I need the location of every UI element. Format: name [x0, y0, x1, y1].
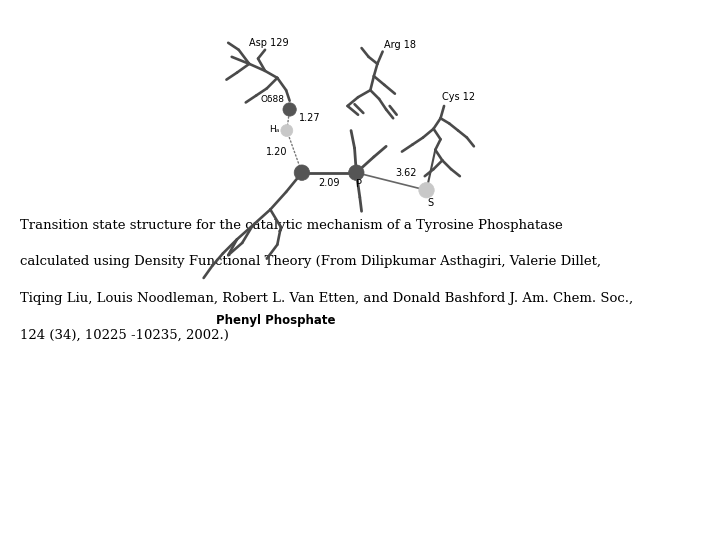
Text: Cys 12: Cys 12	[442, 92, 475, 102]
Text: S: S	[427, 198, 433, 207]
Text: Asp 129: Asp 129	[249, 38, 289, 48]
Text: Arg 18: Arg 18	[384, 39, 416, 50]
Text: Hₐ: Hₐ	[269, 125, 279, 134]
Circle shape	[283, 103, 297, 116]
Text: Transition state structure for the catalytic mechanism of a Tyrosine Phosphatase: Transition state structure for the catal…	[20, 219, 563, 232]
Circle shape	[419, 183, 434, 198]
Text: Tiqing Liu, Louis Noodleman, Robert L. Van Etten, and Donald Bashford J. Am. Che: Tiqing Liu, Louis Noodleman, Robert L. V…	[20, 292, 634, 305]
Text: calculated using Density Functional Theory (From Dilipkumar Asthagiri, Valerie D: calculated using Density Functional Theo…	[20, 255, 601, 268]
Text: 1.20: 1.20	[266, 146, 287, 157]
Text: 124 (34), 10225 -10235, 2002.): 124 (34), 10225 -10235, 2002.)	[20, 329, 229, 342]
Text: P: P	[356, 179, 362, 189]
Circle shape	[294, 165, 310, 180]
Text: 1.27: 1.27	[300, 113, 321, 123]
Text: 3.62: 3.62	[395, 167, 416, 178]
Text: Phenyl Phosphate: Phenyl Phosphate	[216, 314, 336, 327]
Circle shape	[348, 165, 364, 180]
Circle shape	[281, 125, 293, 137]
Text: 2.09: 2.09	[318, 178, 340, 188]
Text: Oδ88: Oδ88	[261, 95, 284, 104]
